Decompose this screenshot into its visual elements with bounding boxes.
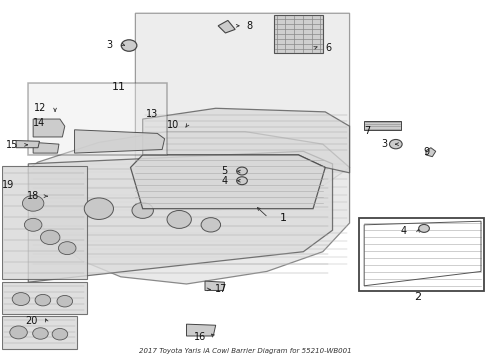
Text: 7: 7 bbox=[364, 126, 370, 135]
Circle shape bbox=[121, 40, 137, 51]
Circle shape bbox=[22, 195, 44, 211]
Circle shape bbox=[33, 328, 48, 339]
Text: 15: 15 bbox=[6, 140, 19, 150]
Circle shape bbox=[59, 242, 76, 255]
Polygon shape bbox=[74, 130, 164, 153]
Polygon shape bbox=[1, 316, 77, 348]
Circle shape bbox=[236, 167, 247, 175]
Circle shape bbox=[132, 203, 153, 219]
Bar bbox=[28, 83, 167, 155]
Text: 19: 19 bbox=[2, 180, 15, 190]
Text: 20: 20 bbox=[25, 316, 38, 325]
Text: 3: 3 bbox=[106, 40, 112, 50]
Circle shape bbox=[24, 219, 42, 231]
Text: 12: 12 bbox=[34, 103, 46, 113]
Circle shape bbox=[52, 328, 67, 340]
Circle shape bbox=[57, 296, 72, 307]
Text: 11: 11 bbox=[111, 82, 125, 92]
Polygon shape bbox=[28, 151, 332, 282]
Text: 2017 Toyota Yaris iA Cowl Barrier Diagram for 55210-WB001: 2017 Toyota Yaris iA Cowl Barrier Diagra… bbox=[138, 348, 350, 354]
Text: 4: 4 bbox=[221, 176, 227, 186]
Circle shape bbox=[35, 294, 51, 306]
Polygon shape bbox=[204, 281, 224, 291]
Circle shape bbox=[167, 211, 191, 228]
Polygon shape bbox=[425, 148, 435, 157]
Bar bbox=[359, 218, 484, 291]
Text: 6: 6 bbox=[325, 43, 331, 53]
Text: 3: 3 bbox=[380, 139, 386, 149]
Text: 17: 17 bbox=[215, 284, 227, 294]
Polygon shape bbox=[16, 140, 40, 148]
Polygon shape bbox=[1, 282, 86, 315]
Text: 13: 13 bbox=[146, 109, 158, 119]
Polygon shape bbox=[274, 15, 322, 53]
Circle shape bbox=[84, 198, 113, 220]
Text: 5: 5 bbox=[221, 166, 227, 176]
Text: 2: 2 bbox=[413, 292, 421, 302]
Text: 16: 16 bbox=[194, 332, 206, 342]
Text: 8: 8 bbox=[246, 21, 252, 31]
Text: 10: 10 bbox=[166, 120, 179, 130]
Polygon shape bbox=[186, 324, 215, 336]
Polygon shape bbox=[28, 132, 349, 284]
Text: 18: 18 bbox=[26, 191, 39, 201]
Circle shape bbox=[41, 230, 60, 244]
Polygon shape bbox=[135, 13, 349, 211]
Text: 4: 4 bbox=[400, 226, 406, 236]
Polygon shape bbox=[1, 166, 86, 279]
Circle shape bbox=[236, 177, 247, 185]
Text: 14: 14 bbox=[33, 118, 45, 128]
Polygon shape bbox=[142, 108, 349, 173]
Polygon shape bbox=[130, 155, 325, 209]
Polygon shape bbox=[218, 21, 235, 33]
Circle shape bbox=[10, 326, 27, 339]
Polygon shape bbox=[33, 119, 65, 137]
Circle shape bbox=[12, 293, 30, 306]
Circle shape bbox=[201, 218, 220, 232]
Polygon shape bbox=[364, 121, 400, 130]
Circle shape bbox=[388, 139, 401, 149]
Text: 1: 1 bbox=[279, 213, 286, 222]
Text: 9: 9 bbox=[422, 147, 428, 157]
Circle shape bbox=[418, 225, 428, 232]
Polygon shape bbox=[33, 142, 59, 153]
